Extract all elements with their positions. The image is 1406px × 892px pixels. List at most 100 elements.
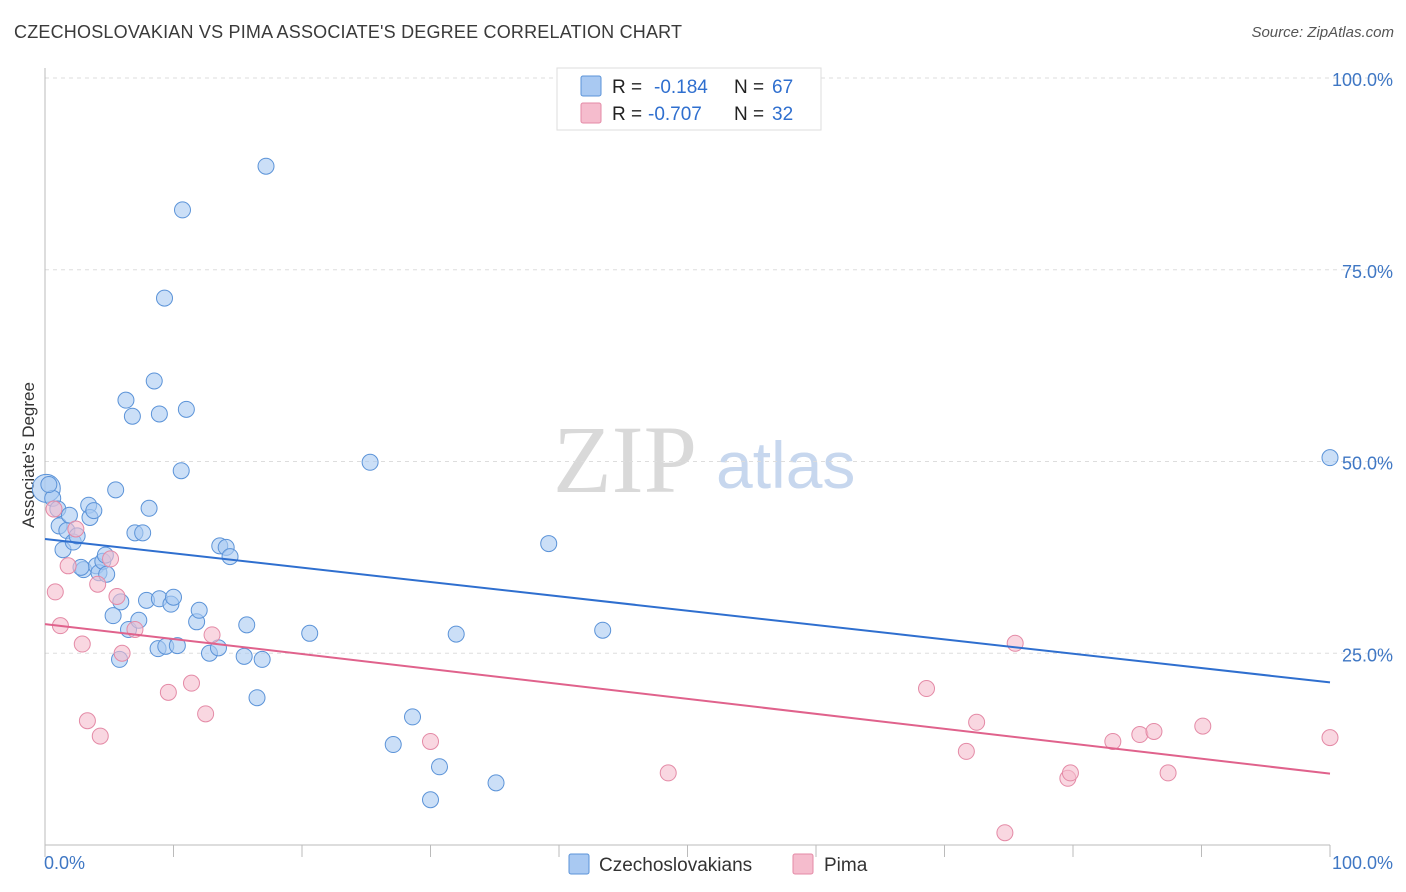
stats-legend-czech-swatch [580, 75, 602, 97]
x-tick-labels: 0.0% 100.0% [44, 853, 1393, 873]
pima-trend-line [44, 623, 1331, 775]
y-axis-title: Associate's Degree [19, 382, 38, 528]
stats-legend-czech-r-value: -0.184 [654, 77, 708, 98]
czech-point [172, 462, 190, 480]
stats-legend-czech-n-label: N = [734, 77, 764, 98]
stats-legend-pima-swatch [580, 102, 602, 124]
czech-point [168, 637, 186, 655]
pima-point [159, 683, 177, 701]
czech-point [1321, 449, 1339, 467]
czech-point [173, 201, 191, 219]
pima-point [45, 500, 63, 518]
czech-point [140, 499, 158, 517]
czech-point [221, 548, 239, 566]
y-tick-label-50: 50.0% [1342, 454, 1393, 474]
czech-point [123, 407, 141, 425]
czech-point [257, 157, 275, 175]
czech-point [248, 689, 266, 707]
pima-point [67, 520, 85, 538]
watermark-atlas: atlas [716, 428, 855, 502]
source-note: Source: ZipAtlas.com [1251, 24, 1394, 41]
trend-lines [44, 537, 1331, 775]
czech-point [134, 524, 152, 542]
pima-point [1321, 729, 1339, 747]
x-tick-label-100: 100.0% [1332, 853, 1393, 873]
stats-legend-pima-r-label: R = [612, 104, 642, 125]
czech-point [107, 481, 125, 499]
pima-point [78, 712, 96, 730]
czech-point [540, 535, 558, 553]
czech-point [253, 650, 271, 668]
czech-point [177, 400, 195, 418]
pima-point [918, 680, 936, 698]
pima-point [1061, 764, 1079, 782]
legend-pima-label: Pima [824, 855, 868, 876]
pima-point [89, 575, 107, 593]
legend-czech-swatch [568, 853, 590, 875]
pima-point [182, 674, 200, 692]
pima-point [102, 550, 120, 568]
czech-point [487, 774, 505, 792]
stats-legend-pima-n-label: N = [734, 104, 764, 125]
czech-trend-line [44, 537, 1331, 684]
czech-point [404, 708, 422, 726]
pima-point [197, 705, 215, 723]
czech-points [31, 157, 1339, 809]
czech-point [361, 453, 379, 471]
czech-point [594, 621, 612, 639]
pima-point [957, 742, 975, 760]
pima-point [659, 764, 677, 782]
stats-legend-pima-n-value: 32 [772, 104, 793, 125]
pima-point [113, 644, 131, 662]
czech-point [235, 647, 253, 665]
stats-legend-czech-n-value: 67 [772, 77, 793, 98]
czech-point [40, 476, 58, 494]
legend-pima-swatch [792, 853, 814, 875]
chart-title: CZECHOSLOVAKIAN VS PIMA ASSOCIATE'S DEGR… [14, 22, 683, 42]
x-tick-label-0: 0.0% [44, 853, 85, 873]
pima-point [1145, 722, 1163, 740]
czech-point [190, 601, 208, 619]
bottom-legend: Czechoslovakians Pima [568, 853, 868, 876]
czech-point [104, 607, 122, 625]
stats-legend-czech-r-label: R = [612, 77, 642, 98]
pima-point [1194, 717, 1212, 735]
czech-point [85, 502, 103, 520]
pima-point [996, 824, 1014, 842]
czech-point [238, 616, 256, 634]
czech-point [447, 625, 465, 643]
pima-point [73, 635, 91, 653]
pima-point [203, 626, 221, 644]
czech-point [165, 588, 182, 606]
y-tick-label-75: 75.0% [1342, 262, 1393, 282]
axes [44, 68, 1331, 857]
czech-point [156, 289, 174, 307]
stats-legend: R = -0.184 N = 67 R = -0.707 N = 32 [556, 67, 822, 131]
watermark-zip: ZIP [553, 406, 697, 513]
pima-point [968, 713, 986, 731]
czech-point [430, 758, 448, 776]
y-tick-label-100: 100.0% [1332, 70, 1393, 90]
pima-point [1131, 726, 1149, 744]
pima-point [1104, 732, 1122, 750]
pima-point [91, 727, 109, 745]
czech-point [60, 506, 78, 524]
czech-point [117, 391, 135, 409]
czech-point [150, 405, 168, 423]
y-tick-label-25: 25.0% [1342, 645, 1393, 665]
legend-czech-label: Czechoslovakians [599, 855, 752, 876]
pima-point [108, 587, 126, 605]
pima-point [46, 583, 64, 601]
czech-point [384, 736, 402, 754]
pima-point [422, 732, 439, 750]
czech-point [145, 372, 163, 390]
czech-point [301, 624, 319, 642]
gridlines [45, 77, 1392, 654]
czech-point [422, 791, 439, 809]
pima-point [59, 557, 77, 575]
stats-legend-pima-r-value: -0.707 [648, 104, 702, 125]
y-tick-labels: 25.0% 50.0% 75.0% 100.0% [1332, 70, 1393, 665]
pima-point [1159, 764, 1177, 782]
pima-points [45, 500, 1339, 842]
